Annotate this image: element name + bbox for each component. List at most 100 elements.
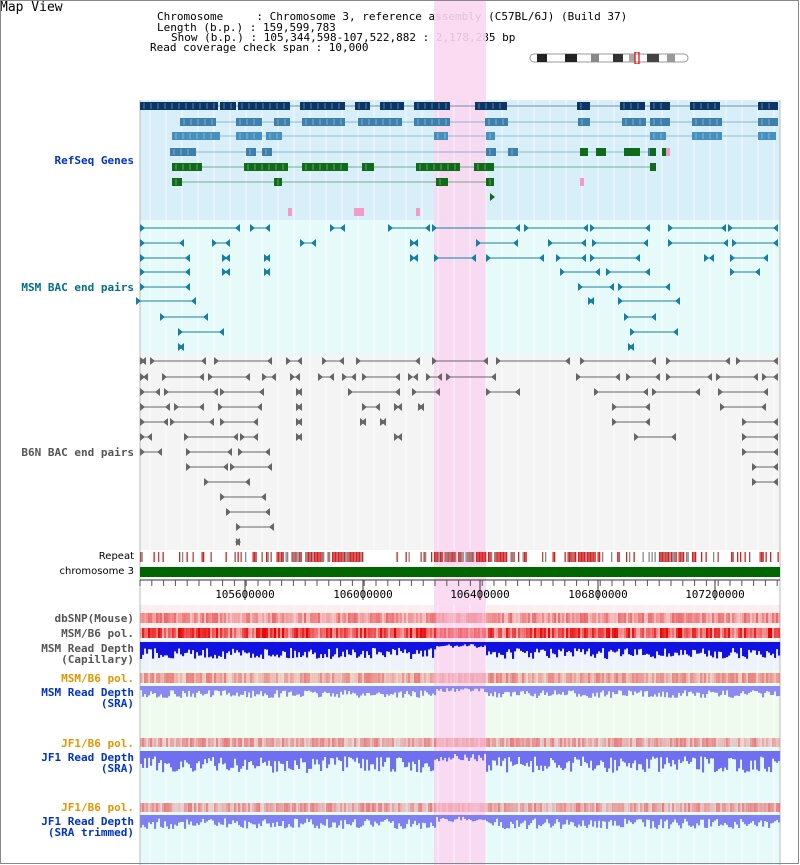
heat-cell	[350, 613, 353, 623]
heat-cell	[620, 628, 623, 638]
depth-bar	[188, 642, 191, 650]
depth-bar	[480, 642, 483, 647]
depth-bar	[684, 642, 687, 651]
heat-cell	[162, 738, 165, 747]
heat-cell	[248, 803, 251, 812]
heat-cell	[520, 673, 523, 683]
heat-cell	[426, 628, 429, 638]
heat-cell	[202, 673, 205, 683]
depth-bar	[396, 751, 399, 759]
depth-bar	[700, 751, 703, 757]
depth-bar	[394, 686, 397, 693]
depth-bar	[724, 815, 727, 823]
gene-feature	[758, 118, 778, 126]
msm-bac-pair-end	[730, 268, 735, 276]
heat-cell	[184, 628, 187, 638]
depth-bar	[382, 751, 385, 767]
msm-bac-label[interactable]: MSM BAC end pairs	[21, 281, 134, 294]
depth-bar	[276, 642, 279, 655]
heat-cell	[716, 628, 719, 638]
heat-cell	[562, 628, 565, 638]
depth-bar	[760, 751, 763, 757]
depth-bar	[244, 642, 247, 653]
heat-cell	[234, 613, 237, 623]
heat-cell	[658, 673, 661, 683]
heat-cell	[774, 738, 777, 747]
heat-cell	[420, 628, 423, 638]
heat-cell	[362, 673, 365, 683]
heat-cell	[748, 803, 751, 812]
depth-bar	[272, 642, 275, 655]
refseq-genes-label[interactable]: RefSeq Genes	[54, 154, 134, 167]
heat-cell	[750, 803, 753, 812]
chromosome-ideogram[interactable]	[529, 52, 691, 64]
heat-cell	[776, 738, 779, 747]
heat-cell	[214, 613, 217, 623]
heat-cell	[696, 613, 699, 623]
heat-cell	[566, 673, 569, 683]
heat-cell	[348, 738, 351, 747]
heat-cell	[226, 803, 229, 812]
heat-cell	[606, 803, 609, 812]
depth-bar	[356, 815, 359, 828]
depth-bar	[702, 751, 705, 773]
heat-cell	[468, 803, 471, 812]
heat-cell	[608, 803, 611, 812]
heat-cell	[220, 803, 223, 812]
heat-cell	[430, 613, 433, 623]
heat-cell	[332, 628, 335, 638]
b6n-bac-label[interactable]: B6N BAC end pairs	[21, 446, 134, 459]
heat-cell	[464, 628, 467, 638]
heat-cell	[422, 738, 425, 747]
b6n-bac-pair-end	[763, 388, 768, 396]
depth-bar	[330, 686, 333, 697]
depth-bar	[266, 815, 269, 824]
msm-bac-pair-end	[413, 239, 418, 247]
b6n-bac-pair-end	[634, 433, 639, 441]
depth-bar	[364, 815, 367, 822]
heat-cell	[682, 673, 685, 683]
depth-bar	[288, 815, 291, 825]
heat-cell	[592, 673, 595, 683]
msm-bac-pair-end	[413, 254, 418, 262]
depth-bar	[378, 642, 381, 652]
depth-bar	[528, 815, 531, 826]
heat-cell	[532, 738, 535, 747]
depth-bar	[290, 642, 293, 649]
depth-bar	[368, 751, 371, 771]
heat-cell	[308, 613, 311, 623]
heat-cell	[434, 613, 437, 623]
heat-cell	[468, 613, 471, 623]
heat-cell	[170, 628, 173, 638]
depth-bar	[276, 751, 279, 772]
heat-cell	[454, 738, 457, 747]
axis-tick-label: 107200000	[685, 588, 745, 601]
depth-bar	[420, 751, 423, 773]
depth-bar	[168, 815, 171, 829]
depth-bar	[390, 642, 393, 655]
heat-cell	[588, 738, 591, 747]
heat-cell	[306, 803, 309, 812]
heat-cell	[450, 738, 453, 747]
heat-cell	[250, 738, 253, 747]
depth-bar	[754, 815, 757, 825]
depth-bar	[318, 686, 321, 698]
heat-cell	[216, 673, 219, 683]
heat-cell	[626, 673, 629, 683]
depth-bar	[660, 686, 663, 697]
depth-bar	[426, 815, 429, 828]
depth-bar	[606, 642, 609, 659]
heat-cell	[654, 738, 657, 747]
repeat-element	[234, 552, 236, 562]
repeat-element	[765, 552, 767, 562]
heat-cell	[734, 673, 737, 683]
heat-cell	[650, 613, 653, 623]
heat-cell	[550, 803, 553, 812]
depth-bar	[142, 686, 145, 697]
heat-cell	[724, 738, 727, 747]
repeat-element	[489, 552, 491, 562]
heat-cell	[472, 803, 475, 812]
depth-bar	[408, 686, 411, 695]
depth-bar	[156, 751, 159, 771]
